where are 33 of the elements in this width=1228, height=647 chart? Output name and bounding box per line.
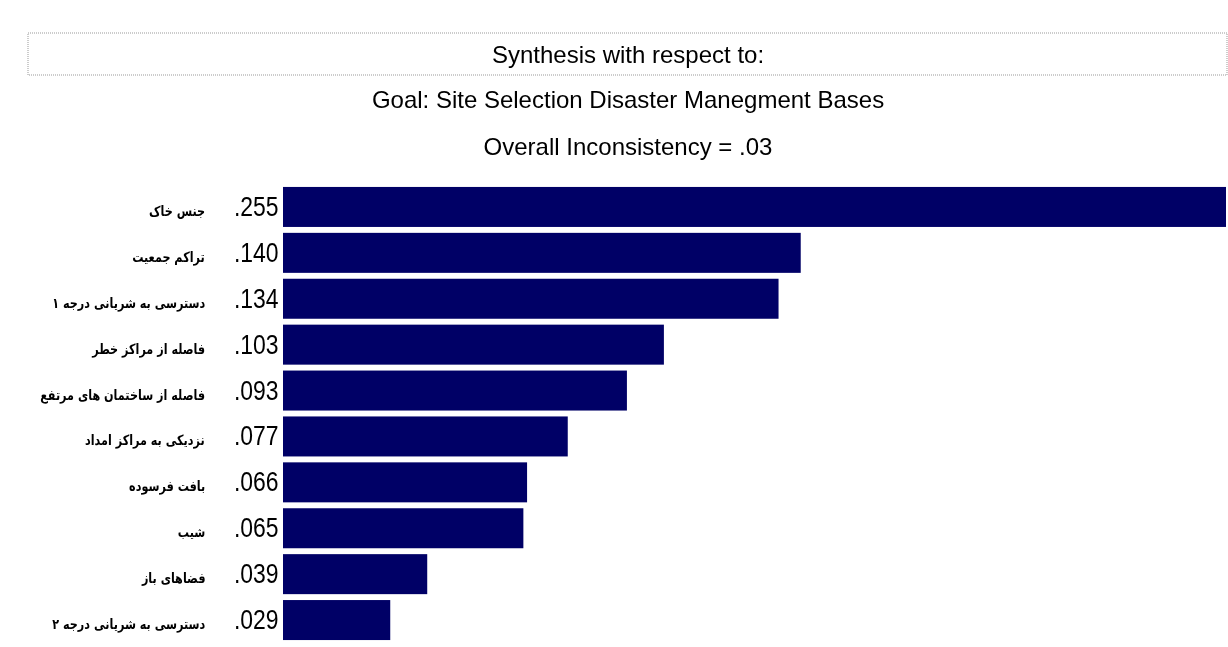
data-label: .077 <box>234 420 279 453</box>
y-tick-label: نزدیکی به مراکز امداد <box>85 431 205 451</box>
bar <box>283 232 801 273</box>
data-label: .140 <box>234 236 279 269</box>
data-label: .029 <box>234 604 279 637</box>
bar <box>283 324 664 365</box>
data-label: .066 <box>234 466 279 499</box>
bar <box>283 462 528 503</box>
data-label: .093 <box>234 374 279 407</box>
text: Overall Inconsistency = .03 <box>482 132 774 162</box>
bar <box>283 370 627 411</box>
chart-title: Synthesis with respect to: <box>490 40 766 70</box>
y-tick-label: تراکم جمعیت <box>132 247 205 267</box>
y-tick-label: فاصله از مراکز خطر <box>92 339 205 359</box>
bar <box>283 416 568 457</box>
data-label: .255 <box>234 190 279 223</box>
bar <box>283 278 779 319</box>
y-tick-label: بافت فرسوده <box>128 477 205 497</box>
y-tick-label: جنس خاک <box>148 201 205 221</box>
y-tick-label: فاصله از ساختمان های مرتفع <box>40 385 205 405</box>
bar <box>283 186 1226 227</box>
data-label: .039 <box>234 558 279 591</box>
data-label: .134 <box>234 282 279 315</box>
y-tick-label: فضاهای باز <box>141 569 205 589</box>
data-label: .065 <box>234 512 279 545</box>
bar <box>283 600 391 641</box>
data-label: .103 <box>234 328 279 361</box>
y-tick-label: دسترسی به شریانی درجه ۱ <box>51 293 205 313</box>
bar <box>283 508 524 549</box>
y-tick-label: دسترسی به شریانی درجه ۲ <box>51 615 205 635</box>
chart-subtitle: Goal: Site Selection Disaster Manegment Bases <box>370 85 886 115</box>
bar <box>283 554 428 595</box>
y-tick-label: شیب <box>177 523 205 543</box>
